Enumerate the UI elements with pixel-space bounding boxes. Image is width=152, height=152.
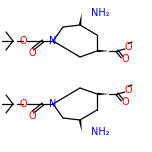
Text: O: O (125, 42, 132, 52)
Polygon shape (79, 13, 82, 25)
Text: O: O (121, 54, 129, 64)
Polygon shape (79, 120, 82, 132)
Text: O: O (125, 85, 132, 95)
Text: N: N (49, 99, 57, 109)
Text: NH₂: NH₂ (91, 8, 109, 18)
Text: NH₂: NH₂ (91, 127, 109, 137)
Text: O: O (20, 36, 27, 46)
Text: O: O (28, 48, 36, 58)
Text: O: O (121, 97, 129, 107)
Text: N: N (49, 36, 57, 46)
Text: O: O (20, 99, 27, 109)
Polygon shape (97, 93, 109, 95)
Polygon shape (97, 50, 109, 52)
Text: O: O (28, 111, 36, 121)
